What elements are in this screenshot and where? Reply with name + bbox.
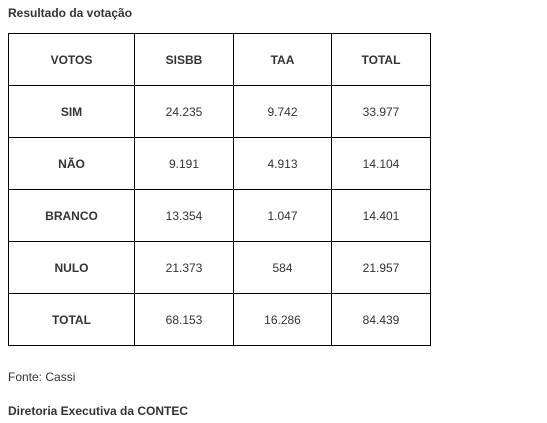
header-total: TOTAL <box>331 33 431 86</box>
cell-sisbb: 13.354 <box>134 189 234 242</box>
header-sisbb: SISBB <box>134 33 234 86</box>
source-note: Fonte: Cassi <box>8 370 76 384</box>
cell-total: 84.439 <box>331 293 431 346</box>
row-label: BRANCO <box>8 189 135 242</box>
row-label: SIM <box>8 85 135 138</box>
cell-total: 14.401 <box>331 189 431 242</box>
cell-taa: 9.742 <box>233 85 332 138</box>
cell-taa: 1.047 <box>233 189 332 242</box>
cell-total: 21.957 <box>331 241 431 294</box>
cell-taa: 584 <box>233 241 332 294</box>
cell-sisbb: 9.191 <box>134 137 234 190</box>
cell-total: 14.104 <box>331 137 431 190</box>
table-header-row: VOTOS SISBB TAA TOTAL <box>8 33 431 86</box>
header-votos: VOTOS <box>8 33 135 86</box>
table-row: SIM 24.235 9.742 33.977 <box>8 85 431 138</box>
signature: Diretoria Executiva da CONTEC <box>8 404 189 418</box>
voting-results-table: VOTOS SISBB TAA TOTAL SIM 24.235 9.742 3… <box>8 33 431 346</box>
table-row: NÃO 9.191 4.913 14.104 <box>8 137 431 190</box>
table-row: BRANCO 13.354 1.047 14.401 <box>8 189 431 242</box>
row-label: NÃO <box>8 137 135 190</box>
cell-taa: 4.913 <box>233 137 332 190</box>
cell-total: 33.977 <box>331 85 431 138</box>
cell-sisbb: 24.235 <box>134 85 234 138</box>
page-title: Resultado da votação <box>8 6 133 20</box>
cell-sisbb: 68.153 <box>134 293 234 346</box>
table-row: TOTAL 68.153 16.286 84.439 <box>8 293 431 346</box>
cell-taa: 16.286 <box>233 293 332 346</box>
cell-sisbb: 21.373 <box>134 241 234 294</box>
row-label: TOTAL <box>8 293 135 346</box>
table-row: NULO 21.373 584 21.957 <box>8 241 431 294</box>
header-taa: TAA <box>233 33 332 86</box>
row-label: NULO <box>8 241 135 294</box>
